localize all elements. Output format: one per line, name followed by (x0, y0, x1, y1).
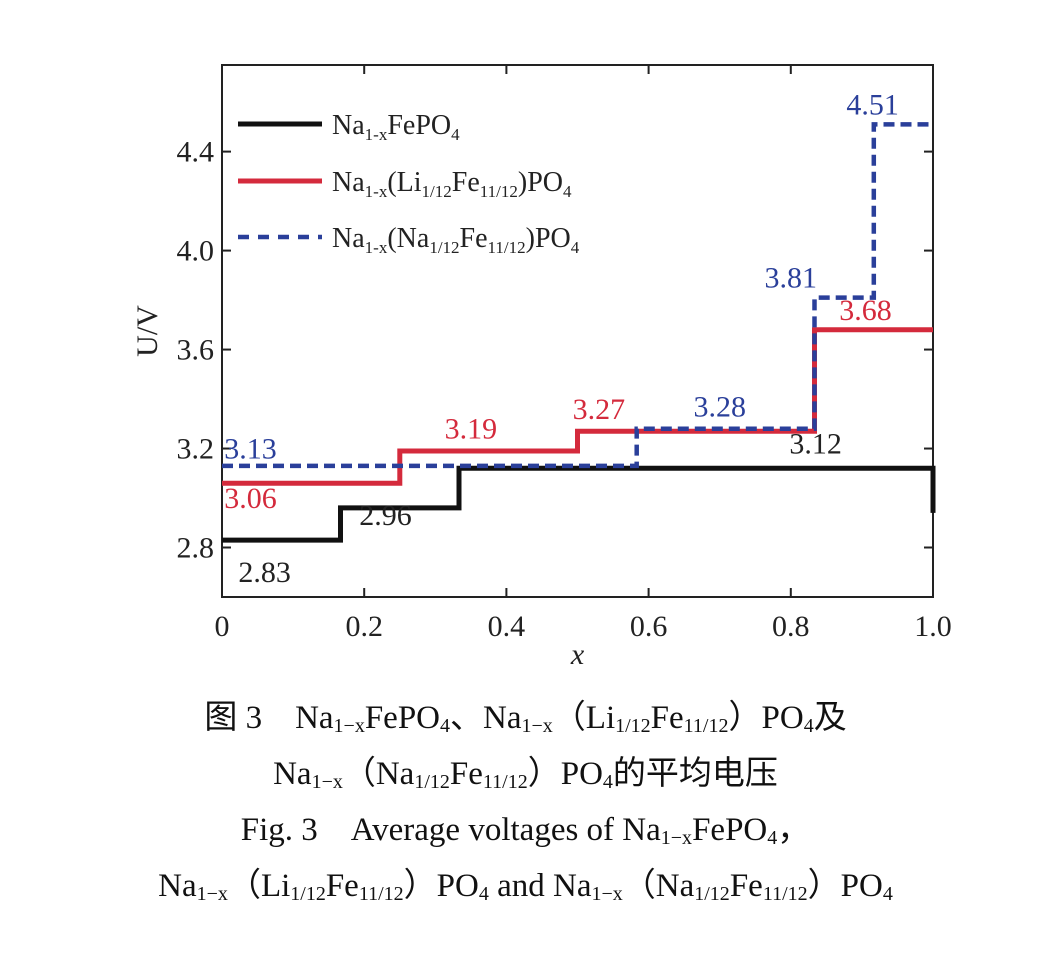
legend-entry-0: Na1-xFePO4 (332, 110, 460, 144)
x-tick-label: 1.0 (914, 610, 952, 643)
data-label: 2.83 (238, 556, 291, 589)
caption-line-3: Fig. 3 Average voltages of Na1−xFePO4， (240, 812, 811, 849)
y-tick-label: 4.4 (177, 136, 215, 169)
data-label: 2.96 (359, 499, 412, 532)
figure-caption: 图 3 Na1−xFePO4、Na1−x（Li1/12Fe11/12）PO4及 N… (0, 690, 1051, 914)
legend-entry-2: Na1-x(Na1/12Fe11/12)PO4 (332, 223, 580, 257)
y-tick-label: 3.6 (177, 334, 215, 367)
y-tick-label: 3.2 (177, 433, 215, 466)
voltage-chart: 0 0.2 0.4 0.6 0.8 1.0 2.8 3.2 3.6 4.0 4.4 x U/V 2.83 2… (131, 64, 952, 671)
chart-svg: 0 0.2 0.4 0.6 0.8 1.0 2.8 3.2 3.6 4.0 4.4 x U/V 2.83 2… (131, 64, 952, 671)
x-tick-label: 0.6 (630, 610, 668, 643)
y-tick-label: 4.0 (177, 235, 215, 268)
x-axis-label: x (570, 638, 585, 671)
caption-line-1: 图 3 Na1−xFePO4、Na1−x（Li1/12Fe11/12）PO4及 (204, 700, 847, 737)
data-label: 3.68 (839, 294, 892, 327)
data-label: 3.28 (693, 390, 746, 423)
data-label: 3.19 (445, 413, 498, 446)
x-tick-label: 0.4 (488, 610, 526, 643)
series-line-1 (222, 327, 933, 486)
series-line-0 (222, 465, 936, 543)
data-label: 3.27 (573, 393, 626, 426)
data-label: 3.06 (224, 482, 277, 515)
data-label: 3.81 (765, 262, 818, 295)
y-axis-label: U/V (131, 305, 164, 357)
caption-line-4: Na1−x（Li1/12Fe11/12）PO4 and Na1−x（Na1/12… (158, 868, 893, 905)
y-tick-label: 2.8 (177, 532, 215, 565)
data-label: 3.13 (224, 432, 277, 465)
data-label: 4.51 (846, 88, 899, 121)
x-tick-label: 0.2 (345, 610, 383, 643)
legend-entry-1: Na1-x(Li1/12Fe11/12)PO4 (332, 167, 572, 201)
caption-line-2: Na1−x（Na1/12Fe11/12）PO4的平均电压 (273, 756, 778, 793)
x-tick-label: 0.8 (772, 610, 810, 643)
x-tick-label: 0 (215, 610, 230, 643)
